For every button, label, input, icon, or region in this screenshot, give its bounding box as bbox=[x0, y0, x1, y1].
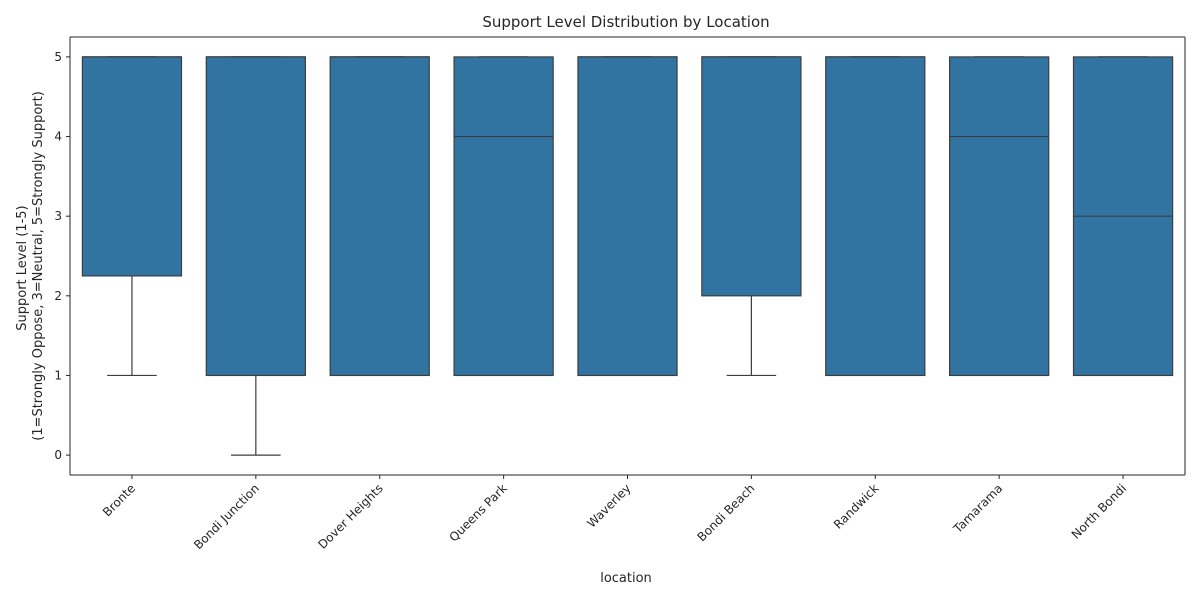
y-tick-label: 4 bbox=[54, 130, 62, 144]
y-axis-title: Support Level (1-5) (1=Strongly Oppose, … bbox=[15, 91, 46, 441]
y-tick-label: 3 bbox=[54, 209, 62, 223]
y-axis-title-line-2: (1=Strongly Oppose, 3=Neutral, 5=Strongl… bbox=[31, 91, 46, 441]
y-axis-title-line-1: Support Level (1-5) bbox=[15, 205, 30, 330]
box-body bbox=[701, 56, 802, 297]
chart-title: Support Level Distribution by Location bbox=[482, 13, 769, 31]
y-tick-label: 5 bbox=[54, 50, 62, 64]
y-tick-label: 2 bbox=[54, 289, 62, 303]
box-body bbox=[329, 56, 430, 377]
box-body bbox=[81, 56, 183, 277]
box-body bbox=[577, 56, 678, 377]
box-body bbox=[453, 56, 554, 377]
y-tick-label: 0 bbox=[54, 448, 62, 462]
x-axis-title: location bbox=[600, 571, 652, 586]
box-body bbox=[205, 56, 306, 377]
box-body bbox=[949, 56, 1050, 377]
y-tick-label: 1 bbox=[54, 368, 62, 382]
box-body bbox=[825, 56, 926, 377]
